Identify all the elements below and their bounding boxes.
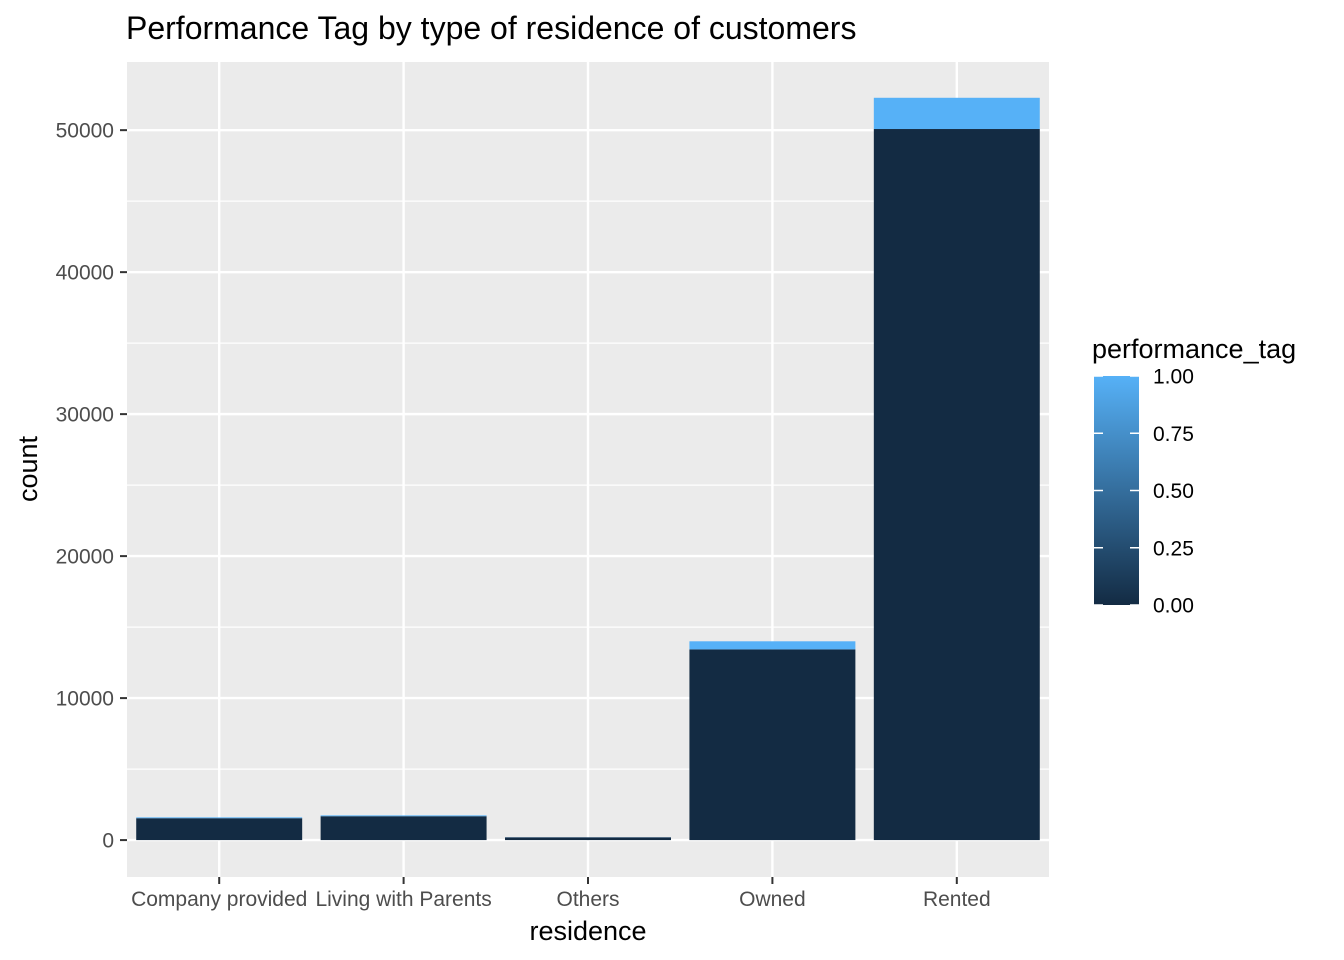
legend: performance_tag 1.00 0.75 0.50 0.25 0.00 bbox=[1092, 334, 1296, 618]
bar-segment bbox=[689, 649, 856, 841]
bar-segment bbox=[873, 129, 1040, 841]
bar-segment bbox=[320, 815, 487, 817]
axes: 0 10000 20000 30000 40000 50000 Company provid… bbox=[56, 120, 991, 911]
y-axis-title: count bbox=[13, 435, 43, 502]
legend-title: performance_tag bbox=[1092, 334, 1296, 364]
bar-segment bbox=[136, 818, 303, 841]
legend-tick-label: 1.00 bbox=[1153, 366, 1194, 389]
y-tick-label: 0 bbox=[102, 830, 114, 853]
legend-tick-label: 0.50 bbox=[1153, 480, 1194, 503]
legend-tick-label: 0.25 bbox=[1153, 537, 1194, 560]
y-tick-label: 10000 bbox=[56, 688, 114, 711]
bar-segment bbox=[689, 641, 856, 650]
x-axis-title: residence bbox=[529, 916, 646, 946]
y-tick-label: 40000 bbox=[56, 262, 114, 285]
x-tick-label: Rented bbox=[923, 888, 991, 911]
bar-segment bbox=[136, 817, 303, 819]
x-tick-label: Owned bbox=[739, 888, 806, 911]
legend-ticks: 1.00 0.75 0.50 0.25 0.00 bbox=[1094, 366, 1194, 618]
x-tick-label: Living with Parents bbox=[315, 888, 491, 911]
legend-tick-label: 0.00 bbox=[1153, 595, 1194, 618]
bars bbox=[136, 97, 1040, 841]
bar-segment bbox=[320, 816, 487, 841]
legend-tick-label: 0.75 bbox=[1153, 423, 1194, 446]
y-tick-label: 50000 bbox=[56, 120, 114, 143]
y-tick-label: 30000 bbox=[56, 404, 114, 427]
chart-title: Performance Tag by type of residence of … bbox=[126, 10, 856, 46]
bar-segment bbox=[505, 837, 671, 841]
x-tick-label: Others bbox=[556, 888, 619, 911]
x-tick-label: Company provided bbox=[131, 888, 307, 911]
bar-segment bbox=[873, 97, 1040, 130]
y-tick-label: 20000 bbox=[56, 546, 114, 569]
